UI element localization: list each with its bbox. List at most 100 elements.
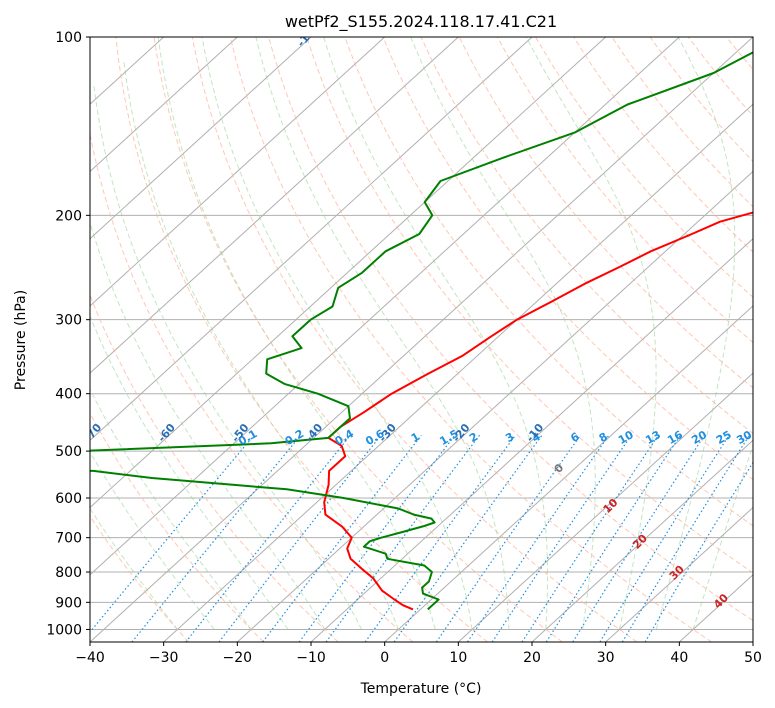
mixing-ratio-label: 10 [616,428,636,447]
isotherm [90,37,607,509]
moist-adiabat [123,61,399,630]
isotherm [90,37,753,642]
moist-adiabat [90,507,178,630]
moist-adiabat [255,37,510,630]
dry-adiabat [496,37,753,344]
mixing-ratio-line [262,434,422,642]
y-tick-label: 400 [55,387,82,403]
y-tick-label: 500 [55,444,82,460]
dry-adiabat [420,37,753,435]
isotherm [605,506,753,642]
x-tick-label: 20 [523,650,541,666]
moist-adiabat [201,37,473,630]
isotherm [90,37,312,240]
x-tick-label: −20 [223,650,253,666]
dry-adiabat [726,37,753,71]
dry-adiabat [611,37,753,208]
dry-adiabat [382,37,753,481]
mixing-ratio-line [185,434,351,642]
dry-adiabat-label: -70 [82,421,105,445]
dry-adiabat [687,37,753,117]
isotherm [163,103,753,642]
x-tick-label: 30 [597,650,615,666]
dewpoint-profile [90,51,753,611]
y-tick-label: 900 [55,595,82,611]
mixing-ratio-line [572,434,706,642]
y-tick-label: 700 [55,531,82,547]
mixing-ratio-line [325,434,481,642]
y-tick-label: 200 [55,208,82,224]
plot-frame [89,36,754,643]
moist-adiabat [90,314,289,630]
temperature-profile [323,211,753,611]
y-tick-label: 1000 [46,622,82,638]
moist-adiabat [90,388,252,630]
moist-adiabat [525,37,657,630]
moist-adiabat [90,450,215,630]
mixing-ratio-line [599,434,730,642]
mixing-ratio-label: 16 [665,428,685,447]
x-tick-label: 10 [449,650,467,666]
mixing-ratio-label: 36 [755,428,775,447]
dry-adiabat [153,37,563,642]
dry-adiabat [306,37,753,574]
dry-adiabat [765,37,775,642]
dry-adiabat [191,37,638,642]
mixing-ratio-label: 25 [714,428,734,447]
dry-adiabat [229,37,712,642]
x-tick-label: 40 [670,650,688,666]
x-tick-label: 0 [380,650,389,666]
moist-adiabat-label: 10 [601,496,621,516]
x-tick-label: −30 [149,650,179,666]
isotherm [457,372,753,642]
moist-adiabat [692,443,753,630]
y-tick-label: 100 [55,30,82,46]
moist-adiabat [410,37,596,630]
dry-adiabat-label: -10 [524,421,547,445]
mixing-ratio-label: 30 [734,428,754,447]
y-tick-label: 600 [55,491,82,507]
mixing-ratio-line [644,461,753,642]
x-axis-label: Temperature (°C) [360,681,482,697]
isotherm [90,37,533,442]
mixing-ratio-line [466,434,610,642]
mixing-ratio-label: 13 [643,428,663,447]
isotherm [236,170,753,642]
dry-adiabat-label: -40 [303,421,326,445]
dry-adiabat [535,37,753,298]
dry-adiabat-label: -80 [8,421,31,445]
dry-adiabat [649,37,753,163]
isotherm [752,641,753,642]
mixing-ratio-line [621,434,751,642]
isotherm [90,37,238,173]
mixing-ratio-line [545,434,682,642]
mixing-ratio-line [393,434,543,642]
y-tick-label: 300 [55,313,82,329]
dry-adiabat [90,412,264,642]
mixing-ratio-label: 1 [409,430,422,445]
isotherm [90,37,680,576]
mixing-ratio-line [90,434,255,633]
mixing-ratio-line [131,434,302,642]
dry-adiabat-label: -60 [155,421,178,445]
dry-adiabat [268,37,753,622]
y-tick-label: 800 [55,565,82,581]
isotherm [531,439,753,642]
dry-adiabat [573,37,753,253]
moist-adiabat [323,37,548,630]
dry-adiabat [344,37,753,527]
mixing-ratio-line [218,434,382,642]
chart-title: wetPf2_S155.2024.118.17.41.C21 [285,12,557,32]
isotherm [90,37,386,307]
moist-adiabat [90,220,326,630]
x-tick-label: 50 [744,650,762,666]
isotherm [384,305,753,642]
y-axis-label: Pressure (hPa) [13,290,29,390]
x-tick-label: −10 [296,650,326,666]
moist-adiabat-label: 40 [711,591,731,611]
moist-adiabat [655,37,736,630]
isotherm [90,37,459,374]
dry-adiabat [90,131,414,642]
x-tick-label: −40 [75,650,105,666]
